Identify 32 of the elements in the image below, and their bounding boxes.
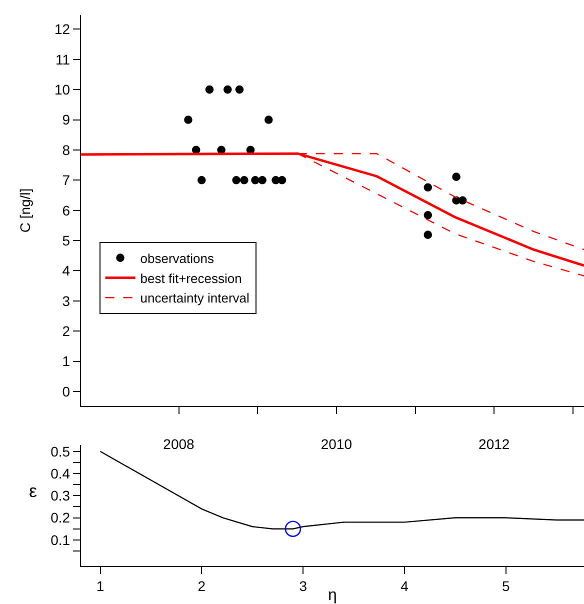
x-tick-label: 2010 [320, 436, 352, 452]
y-tick-label: 0 [62, 383, 70, 400]
x-tick-label: 2 [198, 578, 206, 594]
y-tick-label: 1 [62, 353, 70, 370]
y-tick-label: 5 [62, 232, 70, 248]
y-tick-label: 12 [54, 21, 70, 38]
y-tick-label: 11 [56, 51, 70, 68]
legend-label: uncertainty interval [140, 290, 250, 306]
y-axis-title: ε [29, 481, 38, 501]
x-tick-label: 5 [502, 578, 510, 594]
x-tick-label: 4 [400, 578, 409, 594]
y-tick-label: 0.4 [50, 465, 70, 482]
y-tick-label: 6 [62, 202, 70, 218]
x-tick-label: 1 [96, 578, 104, 594]
legend-label: observations [140, 250, 214, 266]
x-tick-label: 2012 [478, 436, 510, 452]
y-tick-label: 0.3 [50, 488, 70, 504]
legend-label: best fit+recession [140, 270, 242, 286]
y-tick-label: 2 [62, 323, 70, 340]
y-tick-label: 10 [54, 81, 70, 98]
y-tick-label: 7 [62, 172, 70, 188]
y-tick-label: 0.5 [50, 443, 70, 460]
y-tick-label: 4 [62, 262, 70, 279]
y-tick-label: 3 [62, 292, 70, 309]
y-tick-label: 8 [62, 142, 70, 158]
y-axis-title: C [ng/l] [17, 188, 34, 233]
x-tick-label: 2008 [163, 436, 195, 452]
y-tick-label: 0.2 [50, 510, 70, 526]
x-tick-label: 3 [299, 578, 308, 594]
y-tick-label: 0.1 [50, 532, 70, 548]
x-axis-title: η [328, 587, 337, 604]
y-tick-label: 9 [62, 112, 70, 128]
